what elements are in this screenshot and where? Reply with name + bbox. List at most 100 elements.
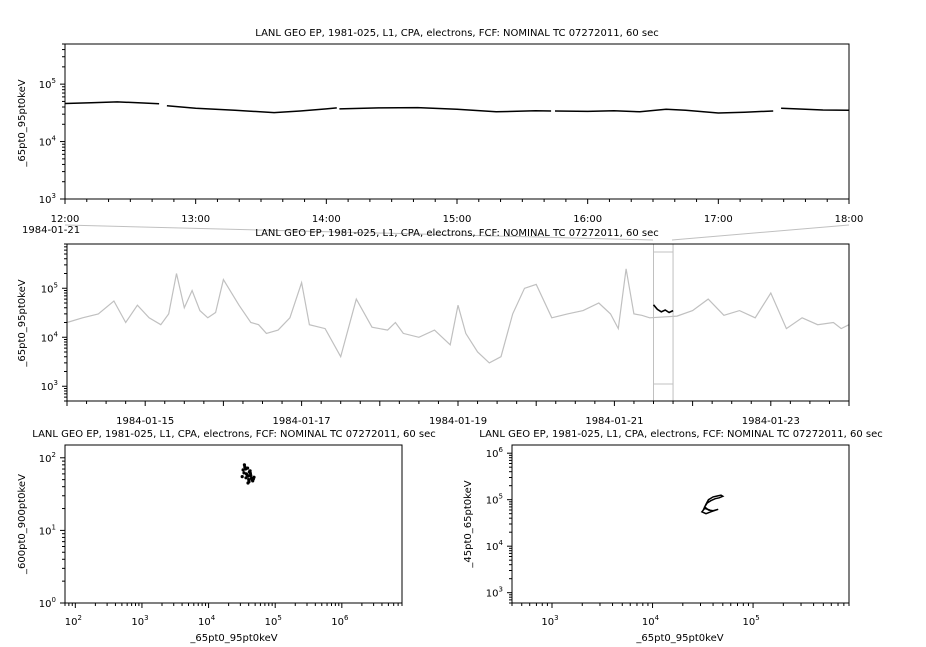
p4-y-tick-base: 10 <box>486 542 499 553</box>
p3-x-tick-exp: 2 <box>77 614 81 622</box>
p2-y-tick-label: 103 <box>41 379 58 393</box>
p4-y-tick-exp: 6 <box>499 446 504 454</box>
p2-y-tick-label: 105 <box>41 281 58 295</box>
p4-xlabel: _65pt0_95pt0keV <box>635 633 723 644</box>
p3-y-tick-base: 10 <box>39 454 52 465</box>
p1-series-line <box>339 106 552 113</box>
p1-x-tick-label: 18:00 <box>835 214 864 225</box>
p3-point <box>251 477 255 481</box>
p3-x-tick-base: 10 <box>65 617 78 628</box>
p4-y-tick-base: 10 <box>486 589 499 600</box>
p3-x-tick-exp: 3 <box>144 614 148 622</box>
zoom-connector-right <box>671 224 850 241</box>
p2-x-tick-label: 1984-01-17 <box>273 416 331 427</box>
panel-1: LANL GEO EP, 1981-025, L1, CPA, electron… <box>17 28 863 236</box>
p4-y-tick-base: 10 <box>486 496 499 507</box>
p1-y-tick-exp: 4 <box>52 135 57 143</box>
p1-series-line <box>554 108 774 114</box>
p3-point <box>240 475 244 479</box>
p3-ylabel: _600pt0_900pt0keV <box>17 474 28 575</box>
p3-point <box>246 474 250 478</box>
p4-x-tick-label: 103 <box>541 614 558 628</box>
p1-y-tick-exp: 5 <box>52 77 56 85</box>
zoom-connectors <box>64 224 850 241</box>
p4-x-tick-exp: 3 <box>554 614 558 622</box>
p3-point <box>244 476 248 480</box>
p3-x-tick-exp: 4 <box>211 614 216 622</box>
p3-y-tick-base: 10 <box>39 599 52 610</box>
p4-y-tick-label: 103 <box>486 586 503 600</box>
p1-y-tick-label: 104 <box>39 135 57 149</box>
p1-date-label: 1984-01-21 <box>22 225 80 236</box>
p4-y-tick-label: 104 <box>486 539 504 553</box>
p3-y-tick-exp: 0 <box>52 596 56 604</box>
p4-ylabel: _45pt0_65pt0keV <box>463 480 474 568</box>
p2-title: LANL GEO EP, 1981-025, L1, CPA, electron… <box>255 228 658 239</box>
p3-y-tick-base: 10 <box>39 526 52 537</box>
p1-ylabel: _65pt0_95pt0keV <box>17 79 28 167</box>
p4-title: LANL GEO EP, 1981-025, L1, CPA, electron… <box>479 429 882 440</box>
p3-point <box>248 471 252 475</box>
p2-y-tick-base: 10 <box>41 333 54 344</box>
p3-y-tick-label: 100 <box>39 596 56 610</box>
p4-x-tick-base: 10 <box>642 617 655 628</box>
p1-x-tick-label: 16:00 <box>573 214 602 225</box>
p4-y-tick-exp: 4 <box>499 539 504 547</box>
p3-x-tick-base: 10 <box>331 617 344 628</box>
p3-title: LANL GEO EP, 1981-025, L1, CPA, electron… <box>32 429 435 440</box>
p3-x-tick-exp: 5 <box>277 614 281 622</box>
p3-point <box>242 471 246 475</box>
p1-x-tick-label: 14:00 <box>312 214 341 225</box>
p1-y-tick-base: 10 <box>39 195 52 206</box>
p4-y-tick-exp: 3 <box>499 586 503 594</box>
p2-y-tick-exp: 3 <box>54 379 58 387</box>
panel-3: LANL GEO EP, 1981-025, L1, CPA, electron… <box>17 429 436 644</box>
p3-x-tick-label: 104 <box>198 614 216 628</box>
p2-y-tick-exp: 4 <box>54 330 59 338</box>
p3-x-tick-base: 10 <box>131 617 144 628</box>
p2-background-series-line <box>66 268 850 364</box>
p3-x-tick-label: 102 <box>65 614 82 628</box>
p1-y-tick-base: 10 <box>39 138 52 149</box>
p2-zoom-window <box>653 243 674 402</box>
p4-y-tick-exp: 5 <box>499 493 503 501</box>
p1-series-line <box>166 105 337 114</box>
p3-point <box>242 463 246 467</box>
p3-point <box>241 468 245 472</box>
p4-x-tick-label: 105 <box>742 614 759 628</box>
p2-highlight-series-line <box>652 304 674 314</box>
p1-x-tick-label: 12:00 <box>51 214 80 225</box>
p4-x-tick-base: 10 <box>541 617 554 628</box>
p1-series-line <box>781 107 850 112</box>
p3-x-tick-base: 10 <box>198 617 211 628</box>
p2-y-tick-base: 10 <box>41 382 54 393</box>
p4-x-tick-exp: 5 <box>755 614 759 622</box>
p2-frame <box>66 243 850 402</box>
p1-y-tick-base: 10 <box>39 80 52 91</box>
p4-y-tick-base: 10 <box>486 449 499 460</box>
p2-x-tick-label: 1984-01-15 <box>116 416 174 427</box>
p3-x-tick-label: 106 <box>331 614 349 628</box>
p3-frame <box>64 444 403 604</box>
p4-x-tick-base: 10 <box>742 617 755 628</box>
p3-x-tick-base: 10 <box>265 617 278 628</box>
p1-y-tick-exp: 3 <box>52 192 56 200</box>
p1-x-tick-label: 15:00 <box>443 214 472 225</box>
p3-y-tick-label: 102 <box>39 451 56 465</box>
p1-x-tick-label: 13:00 <box>181 214 210 225</box>
panel-4: LANL GEO EP, 1981-025, L1, CPA, electron… <box>463 429 883 644</box>
p3-xlabel: _65pt0_95pt0keV <box>189 633 277 644</box>
p1-title: LANL GEO EP, 1981-025, L1, CPA, electron… <box>255 28 658 39</box>
p4-x-tick-label: 104 <box>642 614 660 628</box>
p2-x-tick-label: 1984-01-21 <box>585 416 643 427</box>
p4-y-tick-label: 106 <box>486 446 504 460</box>
zoom-connector-left <box>64 224 654 241</box>
p2-y-tick-base: 10 <box>41 284 54 295</box>
p2-y-tick-label: 104 <box>41 330 59 344</box>
p3-x-tick-label: 103 <box>131 614 148 628</box>
p1-x-tick-label: 17:00 <box>704 214 733 225</box>
p4-series-line <box>700 494 725 515</box>
p1-series-line <box>64 101 160 105</box>
p2-y-tick-exp: 5 <box>54 281 58 289</box>
